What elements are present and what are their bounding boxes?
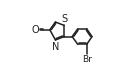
Text: N: N [52,42,59,52]
Text: S: S [61,14,67,24]
Text: O: O [32,25,39,35]
Text: Br: Br [82,55,92,64]
